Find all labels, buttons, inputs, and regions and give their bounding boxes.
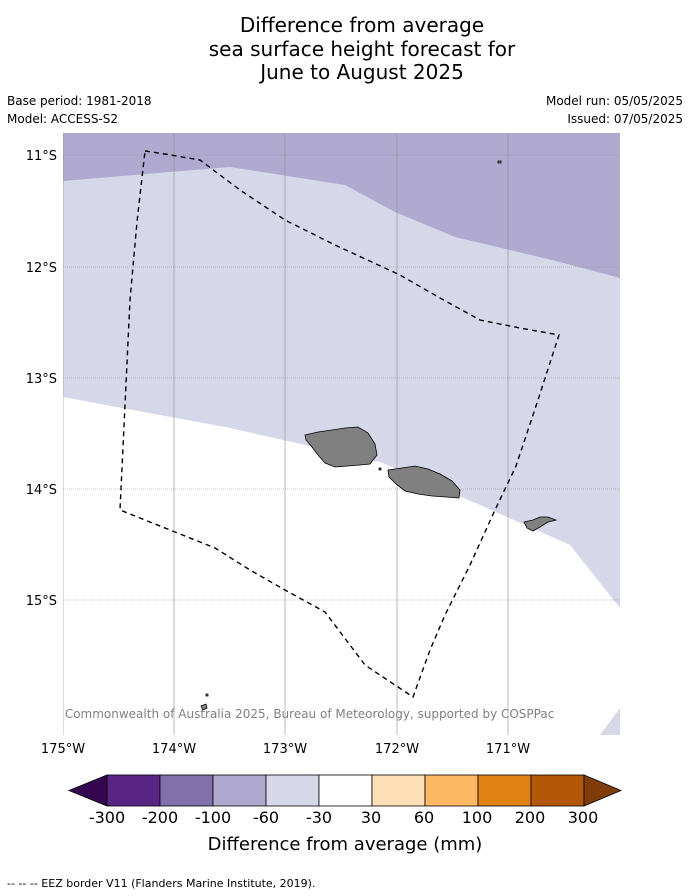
anomaly-band-light-corner xyxy=(600,708,620,735)
colorbar-segment-7 xyxy=(477,774,532,807)
lon-tick-174w: 174°W xyxy=(152,742,196,757)
lat-tick-15s: 15°S xyxy=(26,594,57,609)
colorbar-segment-0 xyxy=(106,774,161,807)
model-name: Model: ACCESS-S2 xyxy=(7,112,119,126)
colorbar-segment-1 xyxy=(159,774,214,807)
model-run: Model run: 05/05/2025 xyxy=(545,94,683,108)
colorbar-segment-2 xyxy=(212,774,267,807)
base-period: Base period: 1981-2018 xyxy=(7,94,152,108)
anomaly-band-medium xyxy=(63,133,620,278)
cb-label-8: 200 xyxy=(515,808,546,827)
cb-label-7: 100 xyxy=(462,808,493,827)
lon-tick-175w: 175°W xyxy=(41,742,85,757)
cb-label-5: 30 xyxy=(361,808,381,827)
upolu-island xyxy=(387,465,461,499)
colorbar-segment-5 xyxy=(371,774,426,807)
tutuila-island xyxy=(523,516,558,532)
small-islet-west xyxy=(378,467,382,471)
colorbar-title: Difference from average (mm) xyxy=(208,834,483,855)
small-islet-south xyxy=(200,703,208,711)
lat-tick-12s: 12°S xyxy=(26,261,57,276)
gridlines xyxy=(63,133,620,735)
cb-label-0: -300 xyxy=(89,808,125,827)
cb-label-3: -60 xyxy=(253,808,279,827)
colorbar-segment-4 xyxy=(318,774,373,807)
cb-label-6: 60 xyxy=(414,808,434,827)
title-line-2: sea surface height forecast for xyxy=(208,36,516,61)
meta-left: Base period: 1981-2018 Model: ACCESS-S2 xyxy=(7,94,152,130)
colorbar-segment-3 xyxy=(265,774,320,807)
cb-label-1: -200 xyxy=(142,808,178,827)
lon-tick-173w: 173°W xyxy=(263,742,307,757)
cb-label-4: -30 xyxy=(306,808,332,827)
lat-tick-13s: 13°S xyxy=(26,372,57,387)
lon-tick-171w: 171°W xyxy=(486,742,530,757)
title-line-3: June to August 2025 xyxy=(260,60,464,84)
map-copyright: © Commonwealth of Australia 2025, Bureau… xyxy=(49,707,554,721)
colorbar-extend-low xyxy=(67,774,108,807)
lat-tick-11s: 11°S xyxy=(26,149,57,164)
colorbar xyxy=(67,774,623,807)
land-masses xyxy=(200,160,558,711)
colorbar-segment-6 xyxy=(424,774,479,807)
issued-date: Issued: 07/05/2025 xyxy=(567,112,683,126)
colorbar-extend-high xyxy=(583,774,623,807)
map-title: Difference from average sea surface heig… xyxy=(0,13,690,85)
lon-tick-labels: 175°W 174°W 173°W 172°W 171°W xyxy=(41,742,530,757)
eez-footnote: -- -- -- EEZ border V11 (Flanders Marine… xyxy=(7,877,316,890)
small-islet-north xyxy=(497,160,502,164)
cb-label-2: -100 xyxy=(195,808,231,827)
eez-border xyxy=(119,150,560,699)
anomaly-band-light xyxy=(63,133,620,608)
small-islet-east xyxy=(205,693,209,697)
meta-right: Model run: 05/05/2025 Issued: 07/05/2025 xyxy=(546,94,683,130)
savaii-island xyxy=(304,426,378,468)
lat-tick-labels: 11°S 12°S 13°S 14°S 15°S xyxy=(26,149,57,609)
colorbar-labels: -300 -200 -100 -60 -30 30 60 100 200 300 xyxy=(89,808,598,827)
lon-tick-172w: 172°W xyxy=(375,742,419,757)
map-area: © Commonwealth of Australia 2025, Bureau… xyxy=(49,133,620,735)
title-line-1: Difference from average xyxy=(239,13,485,37)
colorbar-segment-8 xyxy=(530,774,585,807)
cb-label-9: 300 xyxy=(568,808,599,827)
lat-tick-14s: 14°S xyxy=(26,483,57,498)
